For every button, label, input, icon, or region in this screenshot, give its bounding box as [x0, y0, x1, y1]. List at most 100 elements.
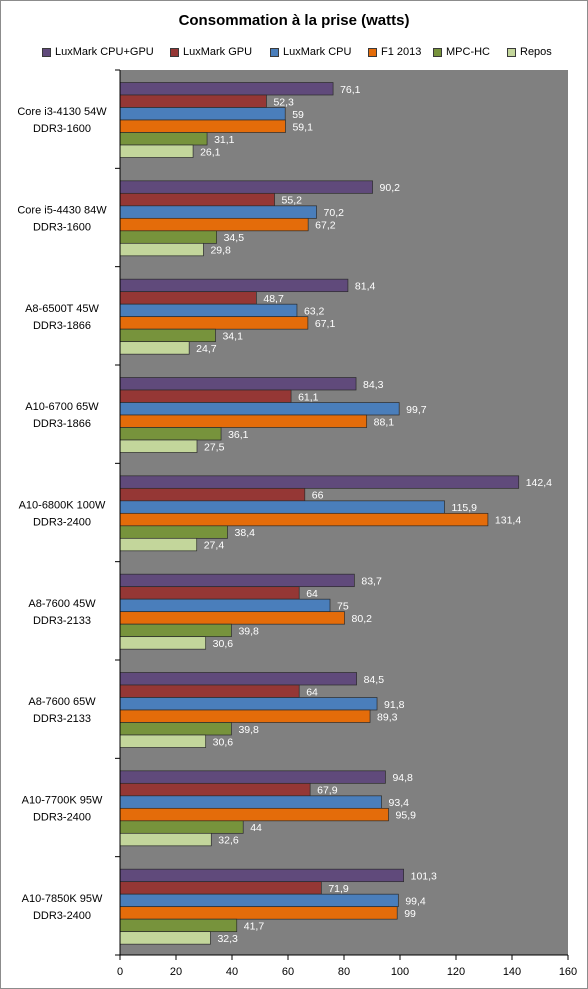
bar — [119, 427, 222, 441]
bar — [119, 82, 334, 96]
bar-value-label: 94,8 — [392, 772, 413, 784]
bar-value-label: 67,2 — [315, 220, 336, 232]
bar-value-label: 89,3 — [377, 711, 398, 723]
bar — [119, 722, 232, 736]
legend-swatch — [507, 47, 516, 57]
legend-label: LuxMark CPU — [283, 46, 352, 58]
bar — [119, 94, 267, 108]
bar — [119, 795, 382, 809]
bar — [119, 500, 445, 514]
bar — [119, 119, 286, 133]
bar — [119, 107, 286, 121]
bar — [119, 439, 198, 453]
chart-legend: LuxMark CPU+GPU LuxMark GPU LuxMark CPU F1 … — [0, 46, 588, 62]
bar-value-label: 64 — [306, 686, 318, 698]
bar-value-label: 59 — [292, 109, 304, 121]
y-category-label: A10-6800K 100W DDR3-2400 — [19, 500, 106, 529]
bar — [119, 377, 357, 391]
bar — [119, 414, 368, 428]
bar-value-label: 99,4 — [405, 895, 426, 907]
bar — [119, 636, 207, 650]
bar — [119, 770, 386, 784]
x-tick-label: 60 — [282, 966, 294, 978]
bar-value-label: 95,9 — [396, 810, 417, 822]
bar-value-label: 59,1 — [292, 121, 313, 133]
legend-label: LuxMark CPU+GPU — [55, 46, 154, 58]
bar-value-label: 30,6 — [213, 638, 234, 650]
x-tick-label: 0 — [117, 966, 123, 978]
bar — [119, 328, 216, 343]
y-category-label: A10-7850K 95W DDR3-2400 — [22, 893, 103, 922]
bar — [119, 697, 378, 711]
bar-value-label: 81,4 — [355, 280, 376, 292]
legend-swatch — [170, 47, 179, 57]
bar — [119, 525, 228, 539]
bar — [119, 487, 306, 502]
legend-item: F1 2013 — [368, 46, 421, 58]
bar — [119, 820, 244, 834]
bar — [119, 906, 398, 920]
bar-value-label: 93,4 — [389, 797, 410, 809]
bar-value-label: 64 — [306, 588, 318, 600]
legend-item: MPC-HC — [433, 46, 490, 58]
x-tick-label: 100 — [391, 966, 409, 978]
bar — [119, 918, 238, 933]
legend-item: Repos — [507, 46, 552, 58]
bar — [119, 672, 357, 686]
bar-value-label: 32,6 — [218, 835, 239, 847]
legend-swatch — [433, 47, 442, 57]
bar — [119, 868, 404, 883]
bar-value-label: 48,7 — [263, 293, 284, 305]
bar-value-label: 99,7 — [406, 404, 427, 416]
bar — [119, 573, 355, 588]
bar-value-label: 63,2 — [304, 305, 325, 317]
bar — [119, 341, 190, 355]
bar — [119, 598, 331, 613]
y-category-label: A10-6700 65W DDR3-1866 — [25, 401, 99, 430]
bar-value-label: 34,5 — [224, 232, 245, 244]
bar — [119, 291, 257, 305]
bar-value-label: 142,4 — [526, 477, 552, 489]
bar-value-label: 39,8 — [238, 625, 259, 637]
legend-label: F1 2013 — [381, 46, 422, 58]
bar — [119, 709, 371, 723]
bar-value-label: 34,1 — [222, 330, 243, 342]
bar — [119, 832, 212, 847]
legend-item: LuxMark CPU+GPU — [42, 46, 154, 58]
bar-value-label: 71,9 — [328, 883, 349, 895]
bar-value-label: 80,2 — [352, 613, 373, 625]
bar-value-label: 55,2 — [282, 195, 303, 207]
x-tick-label: 120 — [447, 966, 465, 978]
bar-value-label: 83,7 — [361, 575, 382, 587]
legend-swatch — [42, 47, 51, 57]
bar — [119, 611, 345, 625]
y-category-label: A10-7700K 95W DDR3-2400 — [22, 795, 103, 824]
bar-value-label: 84,3 — [363, 379, 384, 391]
y-category-label: Core i5-4430 84W DDR3-1600 — [17, 205, 107, 234]
legend-swatch — [270, 47, 279, 57]
legend-swatch — [368, 47, 377, 57]
bar-value-label: 115,9 — [452, 502, 478, 514]
bar-value-label: 27,5 — [204, 441, 225, 453]
bar-value-label: 67,9 — [317, 785, 338, 797]
bar-value-label: 26,1 — [200, 146, 221, 158]
bar — [119, 782, 311, 797]
x-tick-label: 160 — [559, 966, 577, 978]
bar-value-label: 101,3 — [411, 870, 437, 882]
chart-title: Consommation à la prise (watts) — [178, 12, 410, 29]
bar — [119, 242, 204, 257]
bar-value-label: 61,1 — [298, 391, 319, 403]
bar-value-label: 70,2 — [324, 207, 345, 219]
bar-value-label: 41,7 — [244, 920, 265, 932]
bar-value-label: 31,1 — [214, 134, 235, 146]
x-tick-label: 40 — [226, 966, 238, 978]
bar-value-label: 52,3 — [273, 96, 294, 108]
bar — [119, 316, 309, 330]
bar — [119, 512, 489, 527]
bar — [119, 205, 317, 219]
bar-value-label: 76,1 — [340, 84, 361, 96]
bar-value-label: 90,2 — [380, 182, 401, 194]
legend-item: LuxMark GPU — [170, 46, 252, 58]
y-category-label: A8-6500T 45W DDR3-1866 — [25, 303, 99, 332]
